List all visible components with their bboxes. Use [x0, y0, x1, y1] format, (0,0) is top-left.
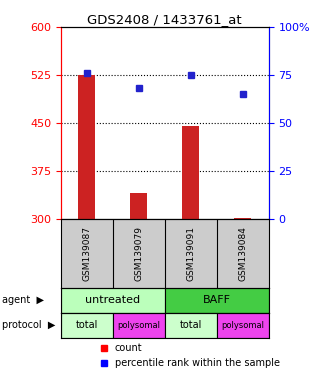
Text: total: total: [76, 320, 98, 331]
Bar: [217, 313, 269, 338]
Text: GSM139079: GSM139079: [134, 226, 143, 281]
Bar: [165, 288, 269, 313]
Title: GDS2408 / 1433761_at: GDS2408 / 1433761_at: [87, 13, 242, 26]
Text: percentile rank within the sample: percentile rank within the sample: [115, 358, 280, 368]
Text: GSM139091: GSM139091: [186, 226, 195, 281]
Text: GSM139087: GSM139087: [82, 226, 91, 281]
Bar: [235, 218, 251, 219]
Bar: [165, 313, 217, 338]
Text: protocol  ▶: protocol ▶: [2, 320, 55, 331]
Text: count: count: [115, 343, 142, 353]
Text: agent  ▶: agent ▶: [2, 295, 44, 306]
Text: BAFF: BAFF: [203, 295, 231, 306]
Bar: [78, 75, 95, 219]
Text: untreated: untreated: [85, 295, 140, 306]
Bar: [131, 193, 147, 219]
Text: total: total: [180, 320, 202, 331]
Text: polysomal: polysomal: [221, 321, 264, 330]
Bar: [61, 288, 165, 313]
Text: GSM139084: GSM139084: [238, 226, 247, 281]
Bar: [182, 126, 199, 219]
Bar: [113, 313, 165, 338]
Text: polysomal: polysomal: [117, 321, 160, 330]
Bar: [61, 313, 113, 338]
